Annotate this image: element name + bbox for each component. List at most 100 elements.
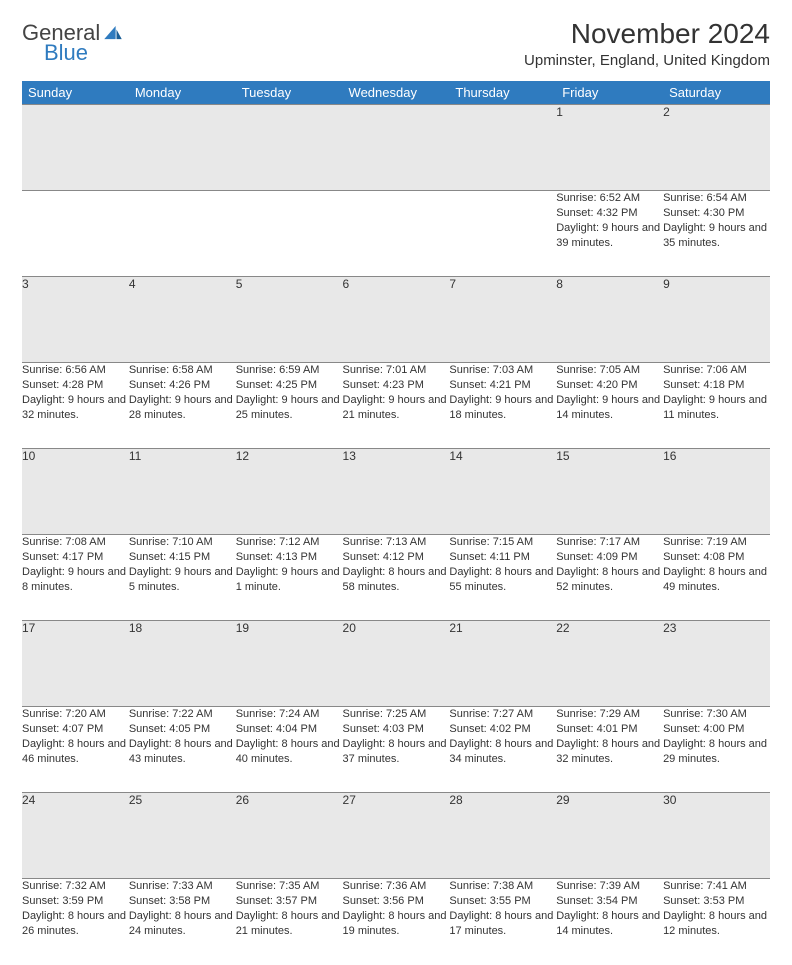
sunset-text: Sunset: 4:25 PM xyxy=(236,378,343,393)
page-header: General Blue November 2024 Upminster, En… xyxy=(22,18,770,69)
details-row: Sunrise: 6:52 AMSunset: 4:32 PMDaylight:… xyxy=(22,191,770,277)
sunset-text: Sunset: 4:08 PM xyxy=(663,550,770,565)
day-number: 17 xyxy=(22,621,129,707)
day-header-row: Sunday Monday Tuesday Wednesday Thursday… xyxy=(22,81,770,105)
day-number: 2 xyxy=(663,105,770,191)
sunset-text: Sunset: 3:58 PM xyxy=(129,894,236,909)
sunset-text: Sunset: 4:20 PM xyxy=(556,378,663,393)
daylight-text: Daylight: 9 hours and 1 minute. xyxy=(236,565,343,595)
day-cell: Sunrise: 7:20 AMSunset: 4:07 PMDaylight:… xyxy=(22,707,129,793)
day-cell: Sunrise: 7:32 AMSunset: 3:59 PMDaylight:… xyxy=(22,879,129,965)
details-row: Sunrise: 7:32 AMSunset: 3:59 PMDaylight:… xyxy=(22,879,770,965)
sunset-text: Sunset: 4:01 PM xyxy=(556,722,663,737)
day-cell: Sunrise: 7:06 AMSunset: 4:18 PMDaylight:… xyxy=(663,363,770,449)
day-number: 30 xyxy=(663,793,770,879)
day-number: 9 xyxy=(663,277,770,363)
details-row: Sunrise: 7:08 AMSunset: 4:17 PMDaylight:… xyxy=(22,535,770,621)
day-cell: Sunrise: 7:38 AMSunset: 3:55 PMDaylight:… xyxy=(449,879,556,965)
sunrise-text: Sunrise: 7:17 AM xyxy=(556,535,663,550)
daylight-text: Daylight: 9 hours and 8 minutes. xyxy=(22,565,129,595)
sunset-text: Sunset: 4:11 PM xyxy=(449,550,556,565)
empty-cell xyxy=(449,191,556,277)
daylight-text: Daylight: 8 hours and 46 minutes. xyxy=(22,737,129,767)
sunset-text: Sunset: 3:54 PM xyxy=(556,894,663,909)
daynum-row: 10111213141516 xyxy=(22,449,770,535)
day-cell: Sunrise: 6:59 AMSunset: 4:25 PMDaylight:… xyxy=(236,363,343,449)
day-cell: Sunrise: 7:12 AMSunset: 4:13 PMDaylight:… xyxy=(236,535,343,621)
day-number: 29 xyxy=(556,793,663,879)
sunrise-text: Sunrise: 7:12 AM xyxy=(236,535,343,550)
brand-sail-icon xyxy=(104,26,122,40)
sunrise-text: Sunrise: 7:29 AM xyxy=(556,707,663,722)
sunset-text: Sunset: 4:13 PM xyxy=(236,550,343,565)
daylight-text: Daylight: 8 hours and 29 minutes. xyxy=(663,737,770,767)
day-cell: Sunrise: 6:58 AMSunset: 4:26 PMDaylight:… xyxy=(129,363,236,449)
daylight-text: Daylight: 9 hours and 14 minutes. xyxy=(556,393,663,423)
sunset-text: Sunset: 3:59 PM xyxy=(22,894,129,909)
day-number: 16 xyxy=(663,449,770,535)
day-cell: Sunrise: 7:15 AMSunset: 4:11 PMDaylight:… xyxy=(449,535,556,621)
sunset-text: Sunset: 4:18 PM xyxy=(663,378,770,393)
day-cell: Sunrise: 6:56 AMSunset: 4:28 PMDaylight:… xyxy=(22,363,129,449)
sunrise-text: Sunrise: 7:06 AM xyxy=(663,363,770,378)
daynum-row: 24252627282930 xyxy=(22,793,770,879)
day-header: Friday xyxy=(556,81,663,105)
sunset-text: Sunset: 3:57 PM xyxy=(236,894,343,909)
sunset-text: Sunset: 4:15 PM xyxy=(129,550,236,565)
day-cell: Sunrise: 7:10 AMSunset: 4:15 PMDaylight:… xyxy=(129,535,236,621)
day-cell: Sunrise: 7:33 AMSunset: 3:58 PMDaylight:… xyxy=(129,879,236,965)
sunrise-text: Sunrise: 6:58 AM xyxy=(129,363,236,378)
day-cell: Sunrise: 7:01 AMSunset: 4:23 PMDaylight:… xyxy=(343,363,450,449)
sunrise-text: Sunrise: 7:41 AM xyxy=(663,879,770,894)
sunset-text: Sunset: 4:02 PM xyxy=(449,722,556,737)
sunset-text: Sunset: 4:09 PM xyxy=(556,550,663,565)
daynum-row: 12 xyxy=(22,105,770,191)
sunrise-text: Sunrise: 7:15 AM xyxy=(449,535,556,550)
sunrise-text: Sunrise: 7:05 AM xyxy=(556,363,663,378)
day-cell: Sunrise: 7:36 AMSunset: 3:56 PMDaylight:… xyxy=(343,879,450,965)
daylight-text: Daylight: 9 hours and 28 minutes. xyxy=(129,393,236,423)
day-cell: Sunrise: 7:25 AMSunset: 4:03 PMDaylight:… xyxy=(343,707,450,793)
sunset-text: Sunset: 3:56 PM xyxy=(343,894,450,909)
day-cell: Sunrise: 7:05 AMSunset: 4:20 PMDaylight:… xyxy=(556,363,663,449)
daylight-text: Daylight: 8 hours and 34 minutes. xyxy=(449,737,556,767)
daylight-text: Daylight: 8 hours and 21 minutes. xyxy=(236,909,343,939)
day-cell: Sunrise: 7:13 AMSunset: 4:12 PMDaylight:… xyxy=(343,535,450,621)
sunrise-text: Sunrise: 7:36 AM xyxy=(343,879,450,894)
daylight-text: Daylight: 9 hours and 11 minutes. xyxy=(663,393,770,423)
day-number: 18 xyxy=(129,621,236,707)
details-row: Sunrise: 6:56 AMSunset: 4:28 PMDaylight:… xyxy=(22,363,770,449)
sunrise-text: Sunrise: 7:01 AM xyxy=(343,363,450,378)
day-header: Tuesday xyxy=(236,81,343,105)
day-cell: Sunrise: 7:35 AMSunset: 3:57 PMDaylight:… xyxy=(236,879,343,965)
sunset-text: Sunset: 3:53 PM xyxy=(663,894,770,909)
day-cell: Sunrise: 7:27 AMSunset: 4:02 PMDaylight:… xyxy=(449,707,556,793)
daylight-text: Daylight: 8 hours and 55 minutes. xyxy=(449,565,556,595)
empty-cell xyxy=(236,191,343,277)
empty-daynum xyxy=(236,105,343,191)
sunrise-text: Sunrise: 7:10 AM xyxy=(129,535,236,550)
sunrise-text: Sunrise: 7:03 AM xyxy=(449,363,556,378)
brand-logo: General Blue xyxy=(22,18,122,66)
day-number: 3 xyxy=(22,277,129,363)
sunset-text: Sunset: 3:55 PM xyxy=(449,894,556,909)
sunrise-text: Sunrise: 7:25 AM xyxy=(343,707,450,722)
sunrise-text: Sunrise: 7:30 AM xyxy=(663,707,770,722)
daylight-text: Daylight: 9 hours and 18 minutes. xyxy=(449,393,556,423)
daylight-text: Daylight: 8 hours and 12 minutes. xyxy=(663,909,770,939)
daylight-text: Daylight: 8 hours and 26 minutes. xyxy=(22,909,129,939)
sunrise-text: Sunrise: 6:56 AM xyxy=(22,363,129,378)
sunrise-text: Sunrise: 7:27 AM xyxy=(449,707,556,722)
day-number: 14 xyxy=(449,449,556,535)
day-number: 1 xyxy=(556,105,663,191)
sunset-text: Sunset: 4:30 PM xyxy=(663,206,770,221)
daylight-text: Daylight: 9 hours and 39 minutes. xyxy=(556,221,663,251)
day-cell: Sunrise: 7:29 AMSunset: 4:01 PMDaylight:… xyxy=(556,707,663,793)
daylight-text: Daylight: 8 hours and 49 minutes. xyxy=(663,565,770,595)
sunrise-text: Sunrise: 6:52 AM xyxy=(556,191,663,206)
sunset-text: Sunset: 4:07 PM xyxy=(22,722,129,737)
location-subtitle: Upminster, England, United Kingdom xyxy=(524,52,770,69)
day-cell: Sunrise: 7:08 AMSunset: 4:17 PMDaylight:… xyxy=(22,535,129,621)
day-number: 6 xyxy=(343,277,450,363)
daylight-text: Daylight: 8 hours and 43 minutes. xyxy=(129,737,236,767)
